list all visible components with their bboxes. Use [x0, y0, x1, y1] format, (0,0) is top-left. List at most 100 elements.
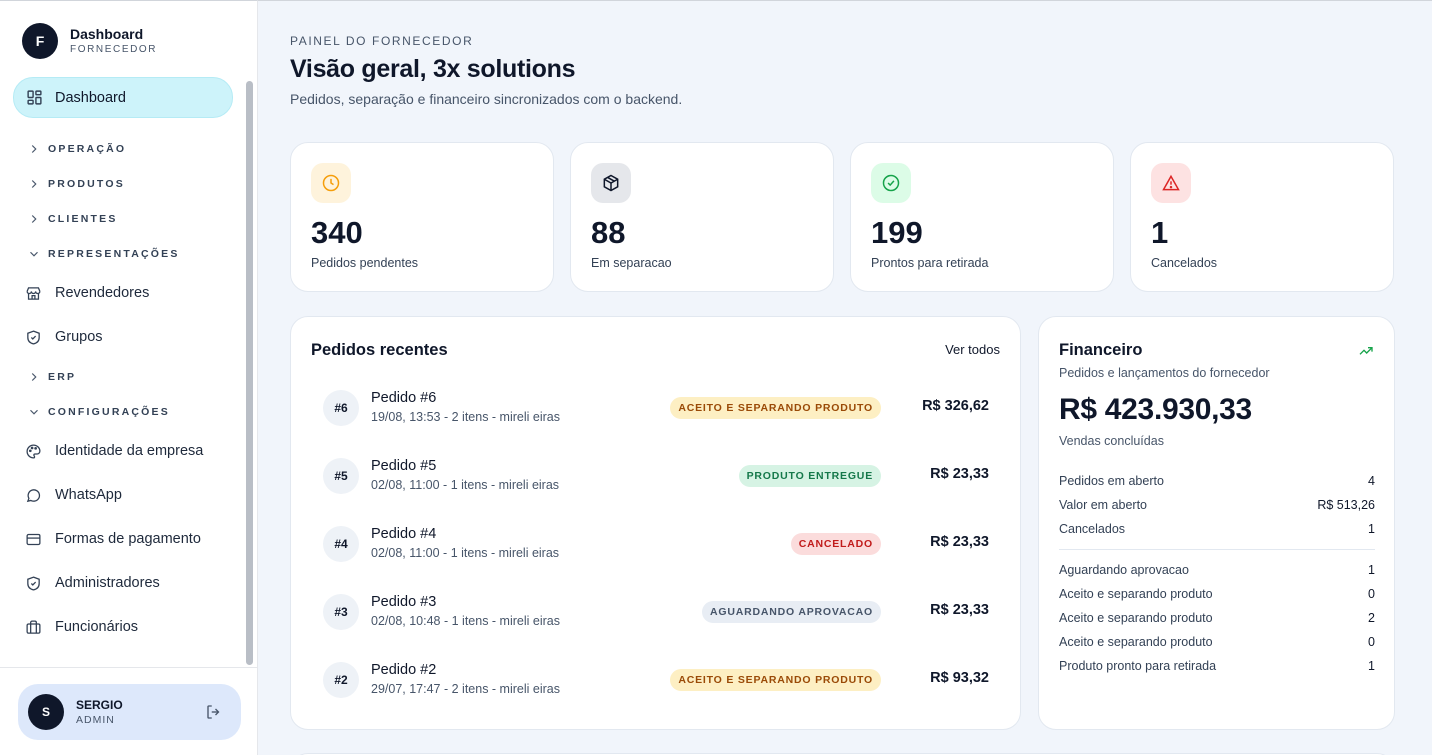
brand[interactable]: F Dashboard FORNECEDOR [22, 23, 157, 59]
page-subtitle: Pedidos, separação e financeiro sincroni… [290, 91, 683, 107]
status-badge: PRODUTO ENTREGUE [738, 465, 881, 487]
row-label: Aguardando aprovacao [1059, 563, 1189, 577]
sidebar-group-configuracoes[interactable]: CONFIGURAÇÕES [13, 394, 233, 429]
clock-icon [322, 174, 340, 192]
row-value: 1 [1368, 659, 1375, 673]
row-value: 2 [1368, 611, 1375, 625]
sidebar-group-label: ERP [48, 370, 77, 383]
financeiro-row: Cancelados 1 [1059, 520, 1375, 538]
financeiro-panel: Financeiro Pedidos e lançamentos do forn… [1038, 316, 1395, 730]
row-label: Pedidos em aberto [1059, 474, 1164, 488]
order-meta: 19/08, 13:53 - 2 itens - mireli eiras [371, 410, 560, 424]
kpi-card-cancelados: 1 Cancelados [1130, 142, 1394, 292]
sidebar-item-administradores[interactable]: Administradores [13, 561, 233, 605]
row-value: 0 [1368, 635, 1375, 649]
shield-check-icon [27, 329, 40, 345]
see-all-link[interactable]: Ver todos [945, 342, 1000, 357]
order-number-badge: #3 [323, 594, 359, 630]
user-card: S SERGIO ADMIN [18, 684, 241, 740]
financeiro-status-row: Aceito e separando produto 0 [1059, 585, 1375, 603]
sidebar-group-erp[interactable]: ERP [13, 359, 233, 394]
sidebar-item-label: Administradores [55, 575, 160, 591]
sidebar-item-dashboard[interactable]: Dashboard [13, 77, 233, 118]
credit-card-icon [26, 533, 41, 545]
sidebar-item-label: Funcionários [55, 619, 139, 635]
row-value: R$ 513,26 [1317, 498, 1375, 512]
row-label: Aceito e separando produto [1059, 635, 1213, 649]
kpi-label: Cancelados [1151, 256, 1218, 270]
kpi-label: Pedidos pendentes [311, 256, 419, 270]
sidebar-item-formas-pagamento[interactable]: Formas de pagamento [13, 517, 233, 561]
financeiro-row: Valor em aberto R$ 513,26 [1059, 496, 1375, 514]
row-value: 0 [1368, 587, 1375, 601]
kpi-value: 340 [311, 215, 363, 250]
avatar: S [28, 694, 64, 730]
brand-title: Dashboard [70, 26, 144, 42]
chevron-right-icon [31, 179, 37, 188]
dashboard-grid-icon [27, 90, 42, 105]
order-title: Pedido #6 [371, 390, 437, 406]
sidebar-item-whatsapp[interactable]: WhatsApp [13, 473, 233, 517]
order-title: Pedido #2 [371, 662, 437, 678]
order-row[interactable]: #2 Pedido #2 29/07, 17:47 - 2 itens - mi… [323, 660, 989, 700]
sidebar-item-label: Revendedores [55, 285, 150, 301]
status-badge: ACEITO E SEPARANDO PRODUTO [670, 669, 881, 691]
order-number-badge: #4 [323, 526, 359, 562]
kpi-card-prontos: 199 Prontos para retirada [850, 142, 1114, 292]
user-name: SERGIO [76, 697, 123, 712]
financeiro-status-row: Produto pronto para retirada 1 [1059, 657, 1375, 675]
order-row[interactable]: #6 Pedido #6 19/08, 13:53 - 2 itens - mi… [323, 388, 989, 428]
kpi-label: Em separacao [591, 256, 672, 270]
kpi-icon-bg [1151, 163, 1191, 203]
sidebar-group-label: CONFIGURAÇÕES [48, 405, 170, 418]
main-content: PAINEL DO FORNECEDOR Visão geral, 3x sol… [258, 0, 1432, 755]
financeiro-total-label: Vendas concluídas [1059, 434, 1164, 448]
sidebar-item-label: Identidade da empresa [55, 443, 204, 459]
divider [1059, 549, 1375, 550]
financeiro-total: R$ 423.930,33 [1059, 393, 1252, 426]
order-title: Pedido #4 [371, 526, 437, 542]
kpi-icon-bg [311, 163, 351, 203]
page-eyebrow: PAINEL DO FORNECEDOR [290, 34, 474, 48]
panel-subtitle: Pedidos e lançamentos do fornecedor [1059, 366, 1270, 380]
brand-subtitle: FORNECEDOR [70, 44, 158, 55]
financeiro-row: Pedidos em aberto 4 [1059, 472, 1375, 490]
sidebar-group-representacoes[interactable]: REPRESENTAÇÕES [13, 236, 233, 271]
shield-check-icon [27, 575, 40, 591]
order-row[interactable]: #3 Pedido #3 02/08, 10:48 - 1 itens - mi… [323, 592, 989, 632]
chevron-right-icon [31, 214, 37, 223]
sidebar-scrollbar[interactable] [244, 81, 254, 665]
order-title: Pedido #5 [371, 458, 437, 474]
sidebar-item-grupos[interactable]: Grupos [13, 315, 233, 359]
sidebar-item-funcionarios[interactable]: Funcionários [13, 605, 233, 649]
kpi-value: 1 [1151, 215, 1169, 250]
row-value: 1 [1368, 563, 1375, 577]
alert-triangle-icon [1162, 174, 1180, 191]
palette-icon [26, 443, 41, 459]
scrollbar-thumb[interactable] [246, 81, 253, 665]
order-amount: R$ 93,32 [930, 670, 989, 686]
recent-orders-panel: Pedidos recentes Ver todos #6 Pedido #6 … [290, 316, 1021, 730]
sidebar-item-label: Formas de pagamento [55, 531, 201, 547]
divider [0, 667, 257, 668]
order-number-badge: #2 [323, 662, 359, 698]
sidebar-group-operacao[interactable]: OPERAÇÃO [13, 131, 233, 166]
logout-icon[interactable] [205, 703, 223, 721]
order-number-badge: #6 [323, 390, 359, 426]
brand-logo: F [22, 23, 58, 59]
order-row[interactable]: #4 Pedido #4 02/08, 11:00 - 1 itens - mi… [323, 524, 989, 564]
kpi-value: 88 [591, 215, 626, 250]
sidebar-group-label: OPERAÇÃO [48, 142, 127, 155]
order-row[interactable]: #5 Pedido #5 02/08, 11:00 - 1 itens - mi… [323, 456, 989, 496]
sidebar-group-produtos[interactable]: PRODUTOS [13, 166, 233, 201]
sidebar-item-label: Grupos [55, 329, 103, 345]
sidebar-item-revendedores[interactable]: Revendedores [13, 271, 233, 315]
sidebar-group-clientes[interactable]: CLIENTES [13, 201, 233, 236]
order-meta: 29/07, 17:47 - 2 itens - mireli eiras [371, 682, 560, 696]
sidebar-item-identidade[interactable]: Identidade da empresa [13, 429, 233, 473]
sidebar-group-label: CLIENTES [48, 212, 118, 225]
sidebar-group-label: PRODUTOS [48, 177, 125, 190]
sidebar-group-label: REPRESENTAÇÕES [48, 247, 180, 260]
chevron-down-icon [30, 409, 38, 415]
order-meta: 02/08, 11:00 - 1 itens - mireli eiras [371, 546, 560, 560]
